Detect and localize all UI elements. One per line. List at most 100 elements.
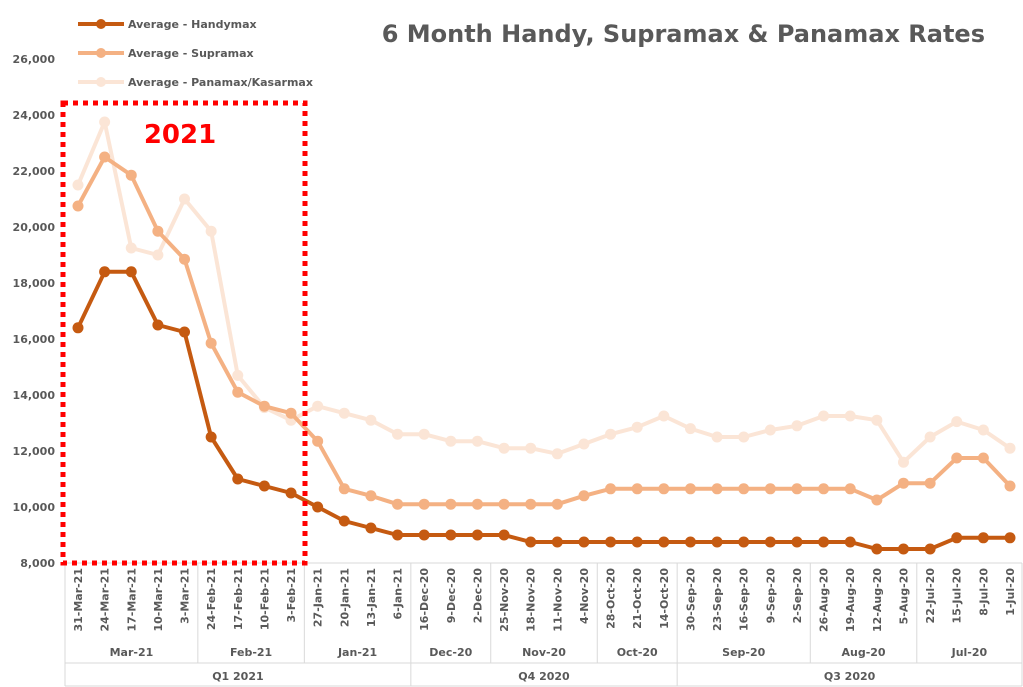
legend-label: Average - Supramax bbox=[128, 47, 254, 60]
data-point bbox=[897, 456, 909, 468]
data-point bbox=[924, 543, 936, 555]
x-tick-label: 11-Nov-20 bbox=[551, 568, 564, 632]
x-tick-label: 8-Jul-20 bbox=[977, 568, 990, 616]
quarter-group-label: Q4 2020 bbox=[518, 670, 570, 683]
x-tick-label: 24-Mar-21 bbox=[99, 568, 112, 632]
data-point bbox=[471, 435, 483, 447]
data-point bbox=[471, 529, 483, 541]
series-line bbox=[76, 120, 1012, 465]
data-point bbox=[764, 424, 776, 436]
x-tick-label: 27-Jan-21 bbox=[312, 568, 325, 627]
data-point bbox=[818, 410, 830, 422]
x-tick-label: 20-Jan-21 bbox=[338, 568, 351, 627]
data-point bbox=[684, 483, 696, 495]
x-tick-label: 1-Jul-20 bbox=[1004, 568, 1017, 616]
data-point bbox=[99, 266, 111, 278]
data-point bbox=[152, 225, 164, 237]
data-point bbox=[844, 410, 856, 422]
month-group-label: Dec-20 bbox=[429, 646, 472, 659]
data-point bbox=[791, 420, 803, 432]
data-point bbox=[258, 480, 270, 492]
data-point bbox=[578, 536, 590, 548]
y-tick-label: 14,000 bbox=[13, 389, 56, 402]
x-tick-label: 2-Dec-20 bbox=[471, 568, 484, 624]
data-point bbox=[445, 498, 457, 510]
data-point bbox=[711, 536, 723, 548]
legend-marker bbox=[96, 77, 106, 87]
x-tick-label: 17-Mar-21 bbox=[125, 568, 138, 632]
month-group-label: Jan-21 bbox=[337, 646, 377, 659]
data-point bbox=[338, 407, 350, 419]
data-point bbox=[498, 442, 510, 454]
data-point bbox=[365, 522, 377, 534]
legend-label: Average - Panamax/Kasarmax bbox=[128, 76, 313, 89]
data-point bbox=[125, 242, 137, 254]
series-line bbox=[76, 269, 1010, 551]
data-point bbox=[764, 536, 776, 548]
data-point bbox=[764, 483, 776, 495]
data-point bbox=[179, 326, 191, 338]
data-point bbox=[711, 483, 723, 495]
x-tick-label: 23-Sep-20 bbox=[711, 568, 724, 631]
data-point bbox=[392, 428, 404, 440]
data-point bbox=[72, 200, 84, 212]
x-tick-label: 10-Mar-21 bbox=[152, 568, 165, 632]
data-point bbox=[471, 498, 483, 510]
x-tick-label: 30-Sep-20 bbox=[684, 568, 697, 631]
x-tick-label: 4-Nov-20 bbox=[578, 568, 591, 624]
chart-title: 6 Month Handy, Supramax & Panamax Rates bbox=[382, 20, 985, 48]
data-point bbox=[205, 337, 217, 349]
data-point bbox=[605, 428, 617, 440]
data-point bbox=[338, 483, 350, 495]
x-tick-label: 24-Feb-21 bbox=[205, 568, 218, 630]
data-point bbox=[232, 369, 244, 381]
legend-label: Average - Handymax bbox=[128, 18, 257, 31]
data-point bbox=[525, 442, 537, 454]
data-point bbox=[365, 414, 377, 426]
y-tick-label: 24,000 bbox=[13, 109, 56, 122]
y-tick-label: 12,000 bbox=[13, 445, 56, 458]
data-point bbox=[232, 386, 244, 398]
data-point bbox=[631, 421, 643, 433]
data-point bbox=[258, 400, 270, 412]
legend-marker bbox=[96, 19, 106, 29]
data-point bbox=[1004, 532, 1016, 544]
data-point bbox=[418, 529, 430, 541]
month-group-label: Sep-20 bbox=[722, 646, 765, 659]
x-tick-label: 14-Oct-20 bbox=[658, 568, 671, 629]
data-point bbox=[551, 448, 563, 460]
data-point bbox=[72, 179, 84, 191]
data-point bbox=[844, 536, 856, 548]
data-point bbox=[578, 438, 590, 450]
data-point bbox=[924, 477, 936, 489]
data-point bbox=[125, 169, 137, 181]
x-tick-label: 13-Jan-21 bbox=[365, 568, 378, 627]
data-point bbox=[818, 483, 830, 495]
data-point bbox=[897, 543, 909, 555]
data-point bbox=[99, 151, 111, 163]
x-tick-label: 25-Nov-20 bbox=[498, 568, 511, 632]
y-tick-label: 20,000 bbox=[13, 221, 56, 234]
data-point bbox=[631, 483, 643, 495]
data-point bbox=[72, 322, 84, 334]
data-point bbox=[738, 431, 750, 443]
data-point bbox=[525, 498, 537, 510]
data-point bbox=[498, 498, 510, 510]
data-point bbox=[525, 536, 537, 548]
data-point bbox=[312, 435, 324, 447]
data-point bbox=[125, 266, 137, 278]
data-point bbox=[551, 536, 563, 548]
data-point bbox=[658, 483, 670, 495]
annotation-2021: 2021 bbox=[144, 120, 216, 150]
data-point bbox=[871, 543, 883, 555]
data-point bbox=[312, 501, 324, 513]
data-point bbox=[871, 414, 883, 426]
month-group-label: Feb-21 bbox=[230, 646, 272, 659]
y-tick-label: 16,000 bbox=[13, 333, 56, 346]
month-group-label: Oct-20 bbox=[617, 646, 658, 659]
data-point bbox=[392, 529, 404, 541]
data-point bbox=[285, 407, 297, 419]
data-point bbox=[951, 452, 963, 464]
data-point bbox=[897, 477, 909, 489]
